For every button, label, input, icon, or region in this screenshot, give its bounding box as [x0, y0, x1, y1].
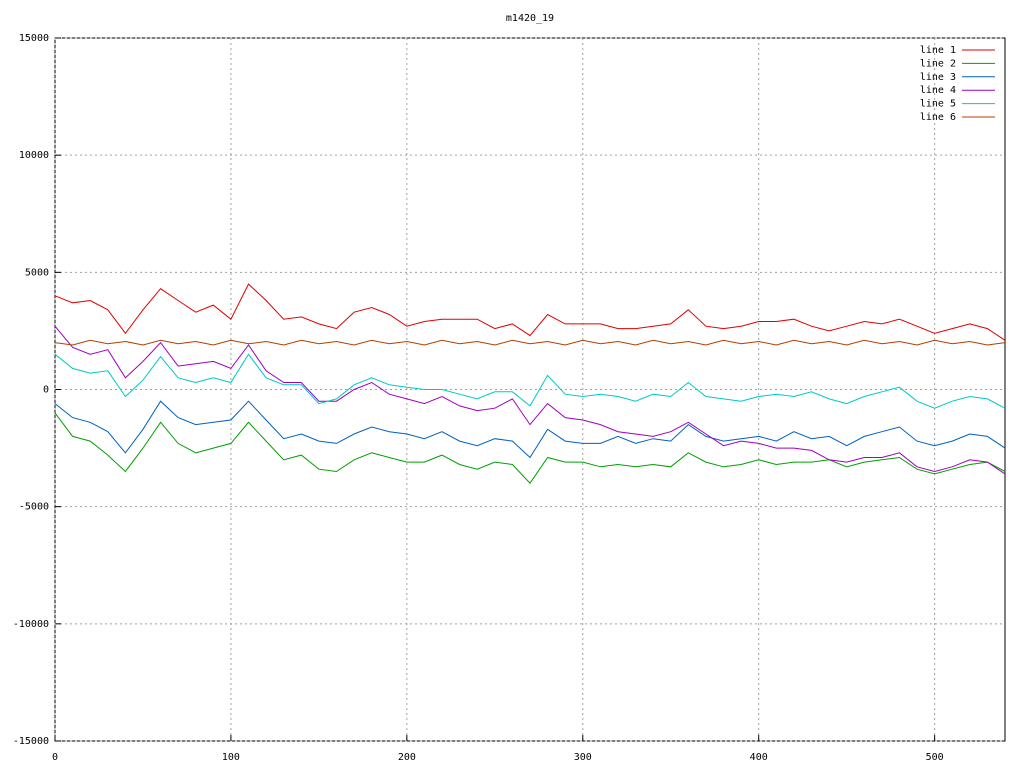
x-tick-label: 300 [574, 752, 592, 763]
y-tick-label: 15000 [19, 33, 49, 44]
series-line [54, 283, 1006, 341]
y-tick-label: -15000 [13, 736, 49, 747]
legend-label: line 6 [920, 112, 956, 123]
x-tick-label: 200 [398, 752, 416, 763]
x-tick-label: 0 [52, 752, 58, 763]
chart-title: m1420_19 [506, 13, 554, 24]
y-tick-label: 10000 [19, 150, 49, 161]
legend-label: line 5 [920, 99, 956, 110]
series-line [54, 353, 1006, 409]
y-tick-label: 0 [43, 385, 49, 396]
series-line [54, 412, 1006, 484]
series-line [54, 339, 1006, 346]
legend-label: line 2 [920, 58, 956, 69]
series-line [54, 325, 1006, 475]
y-tick-label: 5000 [25, 267, 49, 278]
legend-label: line 3 [920, 72, 956, 83]
x-tick-label: 400 [750, 752, 768, 763]
x-tick-label: 500 [926, 752, 944, 763]
legend-label: line 4 [920, 85, 956, 96]
series-line [54, 400, 1006, 459]
legend-label: line 1 [920, 45, 956, 56]
y-tick-label: -10000 [13, 619, 49, 630]
y-tick-label: -5000 [19, 502, 49, 513]
x-tick-label: 100 [222, 752, 240, 763]
